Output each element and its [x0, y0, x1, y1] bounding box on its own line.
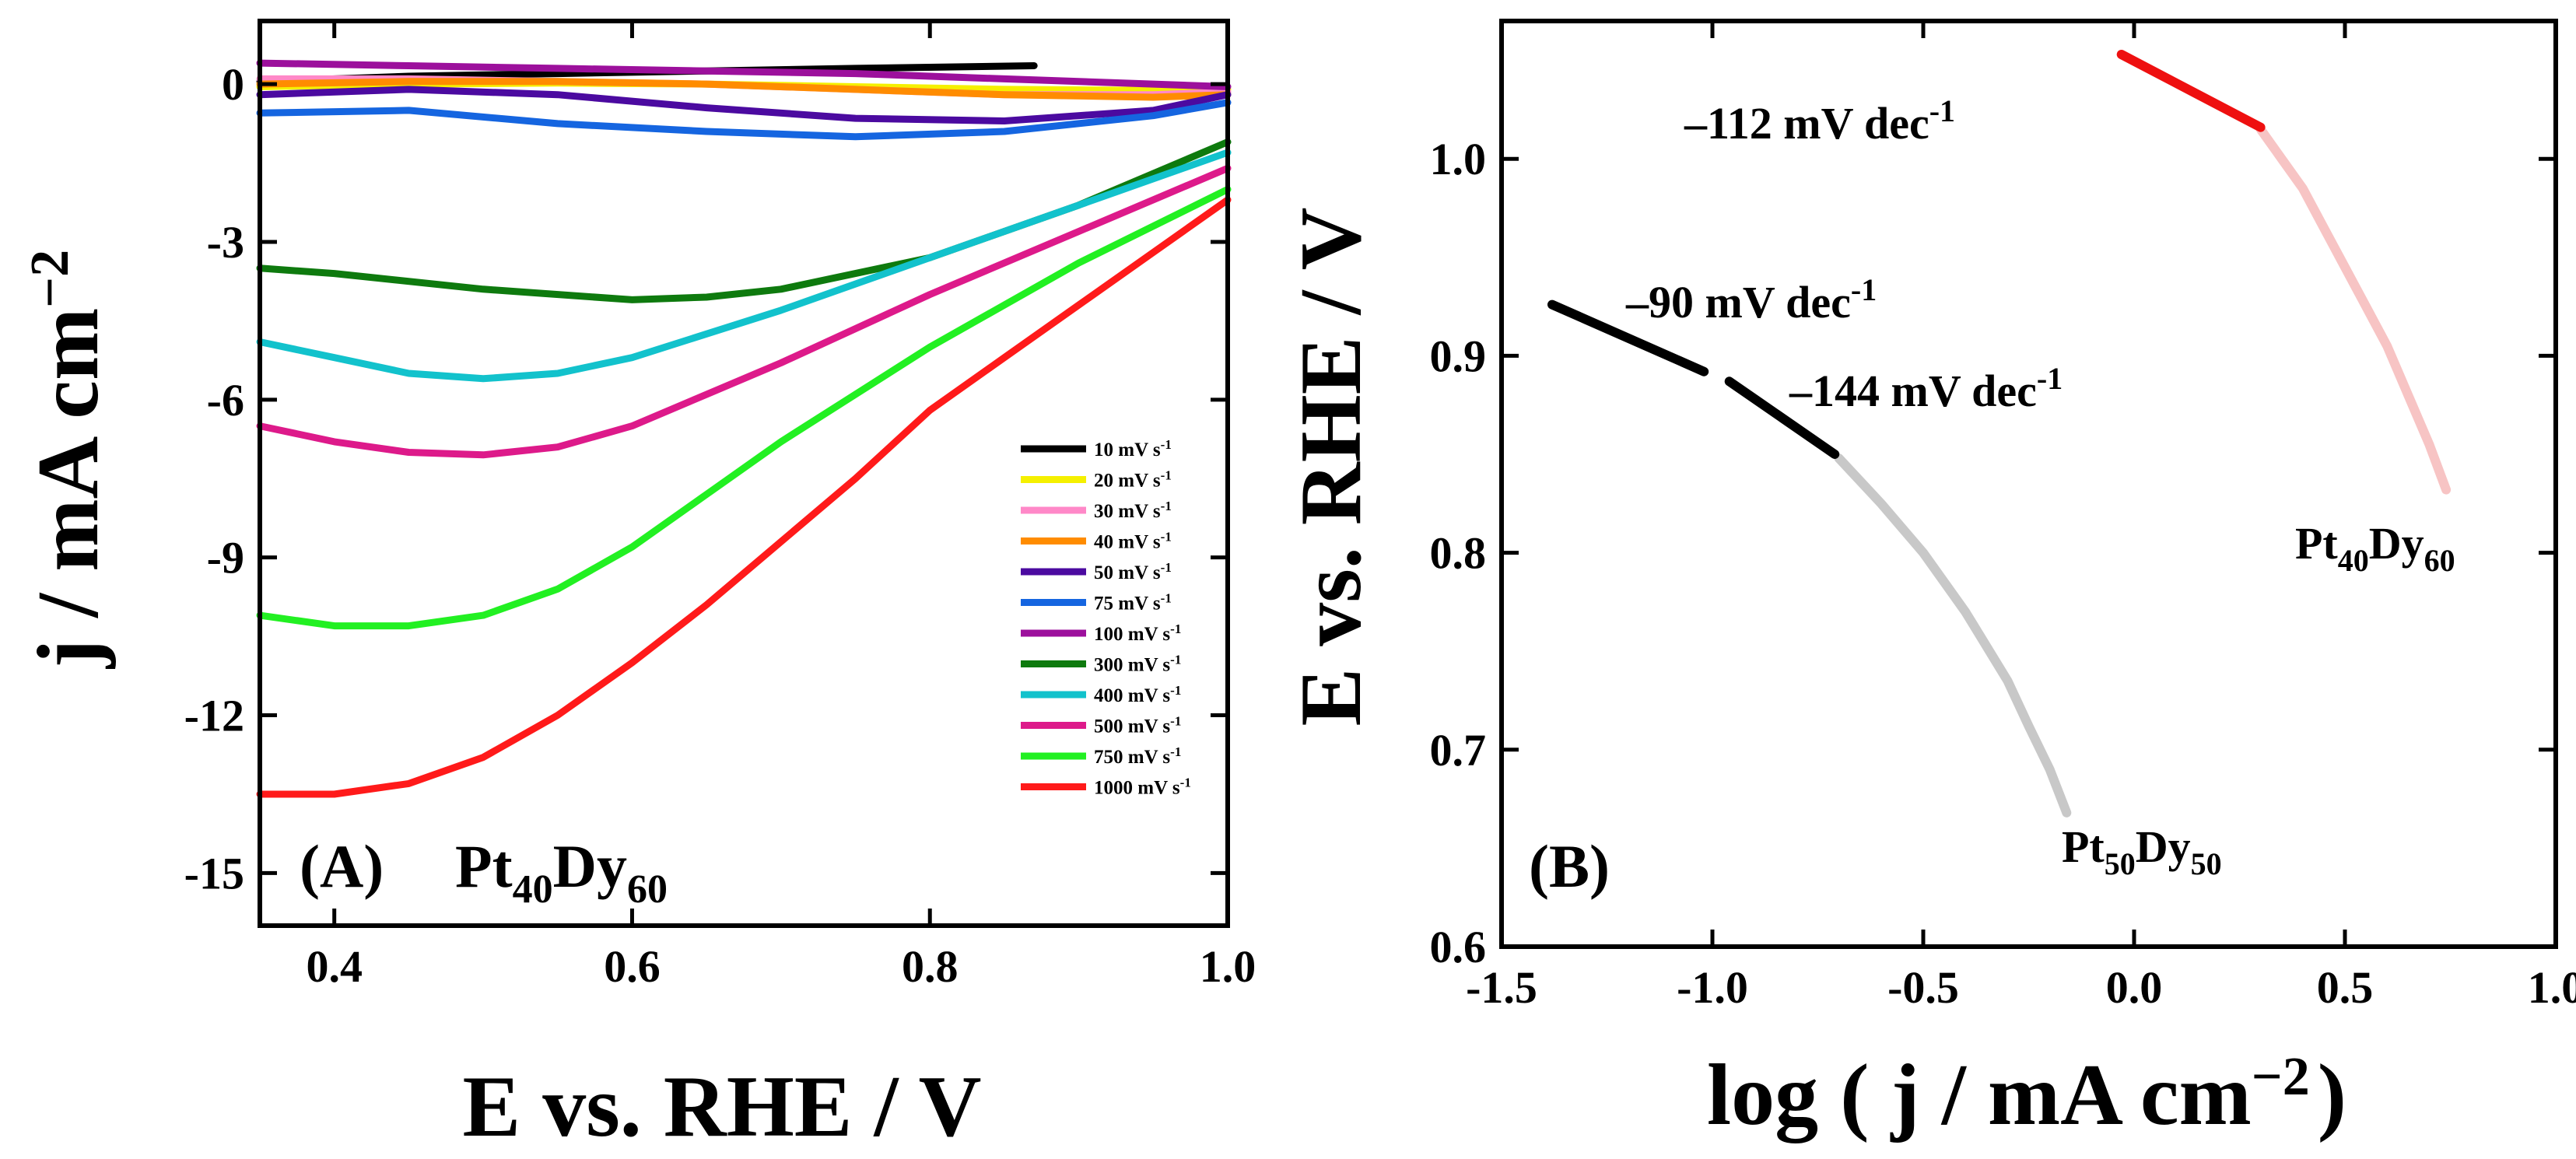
panel-a-series-group	[256, 59, 1232, 798]
legend-label-500: 500 mV s-1	[1094, 713, 1181, 737]
panel-a-x-tick-label: 0.8	[902, 941, 959, 992]
panel-a-x-tick-label: 0.4	[306, 941, 363, 992]
panel-b: -1.5 -1.0 -0.5 0.0 0.5 1.0 0.6 0.7 0.8 0.9 1.0 E v…	[1283, 19, 2576, 1144]
panel-a-y-tick-label: -15	[184, 848, 244, 898]
legend-label-750: 750 mV s-1	[1094, 744, 1181, 769]
panel-b-series-pt40dy60-data	[2255, 124, 2452, 495]
legend-label-50: 50 mV s-1	[1094, 560, 1172, 584]
panel-a-y-tick-label: -12	[184, 691, 244, 741]
panel-b-y-tick-label: 0.8	[1430, 528, 1487, 579]
panel-a-series-50	[256, 86, 1232, 124]
annotation-144: –144 mV dec-1	[1789, 361, 2063, 417]
legend-label-400: 400 mV s-1	[1094, 683, 1181, 707]
panel-b-y-tick-label: 0.6	[1430, 922, 1487, 972]
panel-a-series-100	[256, 59, 1232, 90]
sample-label-pt50dy50: Pt50Dy50	[2062, 821, 2222, 881]
panel-a-series-75	[256, 99, 1232, 141]
panel-a-series-400	[256, 149, 1232, 383]
panel-a-series-500	[256, 164, 1232, 459]
panel-b-x-tick-label: 1.0	[2528, 962, 2576, 1013]
panel-a-series-1000	[256, 196, 1232, 798]
panel-a-y-tick-label: -3	[207, 217, 244, 268]
panel-b-x-tick-label: -0.5	[1887, 962, 1959, 1013]
panel-b-series-pt50dy50-fit-low	[1547, 299, 1709, 376]
panel-a-y-tick-label: -6	[207, 375, 244, 425]
panel-b-y-tick-label: 0.9	[1430, 331, 1487, 381]
legend-label-75: 75 mV s-1	[1094, 590, 1172, 615]
annotation-90: –90 mV dec-1	[1625, 272, 1877, 328]
panel-a-y-axis-title: j / mA cm−2	[20, 250, 117, 669]
panel-a-x-tick-label: 1.0	[1200, 941, 1256, 992]
panel-a-series-40	[256, 78, 1232, 101]
panel-a: 0.4 0.6 0.8 1.0 0 -3 -6 -9 -12 -15 j / mA cm−2 E …	[20, 19, 1256, 1155]
panel-b-series-pt50dy50-data	[1834, 453, 2072, 818]
panel-a-series-300	[256, 138, 1232, 303]
panel-b-x-tick-label: -1.5	[1466, 962, 1537, 1013]
panel-b-x-tick-label: -1.0	[1677, 962, 1748, 1013]
legend-label-10: 10 mV s-1	[1094, 437, 1172, 461]
panel-a-x-tick-label: 0.6	[604, 941, 661, 992]
panel-a-label: (A)	[300, 832, 384, 900]
panel-a-sample-label: Pt40Dy60	[455, 832, 668, 912]
panel-b-frame	[1499, 19, 2558, 949]
panel-b-series-group	[1547, 50, 2452, 818]
panel-b-x-tick-label: 0.0	[2106, 962, 2163, 1013]
panel-a-legend: 10 mV s-1 20 mV s-1 30 mV s-1 40 mV s-1 50 m…	[1021, 437, 1191, 799]
panel-a-series-750	[256, 185, 1232, 630]
sample-label-pt40dy60: Pt40Dy60	[2295, 518, 2455, 578]
legend-label-300: 300 mV s-1	[1094, 652, 1181, 676]
panel-a-y-tick-label: -9	[207, 533, 244, 583]
legend-label-20: 20 mV s-1	[1094, 467, 1172, 492]
panel-b-label: (B)	[1529, 832, 1610, 900]
panel-a-y-tick-label: 0	[222, 59, 244, 110]
legend-label-30: 30 mV s-1	[1094, 499, 1172, 523]
panel-a-x-axis-title: E vs. RHE / V	[463, 1059, 982, 1155]
legend-label-40: 40 mV s-1	[1094, 529, 1172, 553]
panel-a-frame	[258, 19, 1230, 928]
panel-b-ticks: -1.5 -1.0 -0.5 0.0 0.5 1.0 0.6 0.7 0.8 0.9 1.0	[1430, 21, 2576, 1013]
panel-b-y-tick-label: 0.7	[1430, 725, 1487, 776]
panel-b-x-axis-title: log ( j / mA cm−2)	[1707, 1047, 2346, 1144]
legend-label-100: 100 mV s-1	[1094, 622, 1181, 646]
panel-b-x-tick-label: 0.5	[2317, 962, 2374, 1013]
panel-b-series-pt40dy60-fit	[2116, 50, 2266, 132]
panel-b-y-tick-label: 1.0	[1430, 134, 1487, 184]
annotation-112: –112 mV dec-1	[1684, 93, 1955, 149]
panel-b-series-pt50dy50-fit-high	[1724, 376, 1840, 459]
panel-b-y-axis-title: E vs. RHE / V	[1283, 208, 1379, 727]
legend-label-1000: 1000 mV s-1	[1094, 775, 1191, 799]
